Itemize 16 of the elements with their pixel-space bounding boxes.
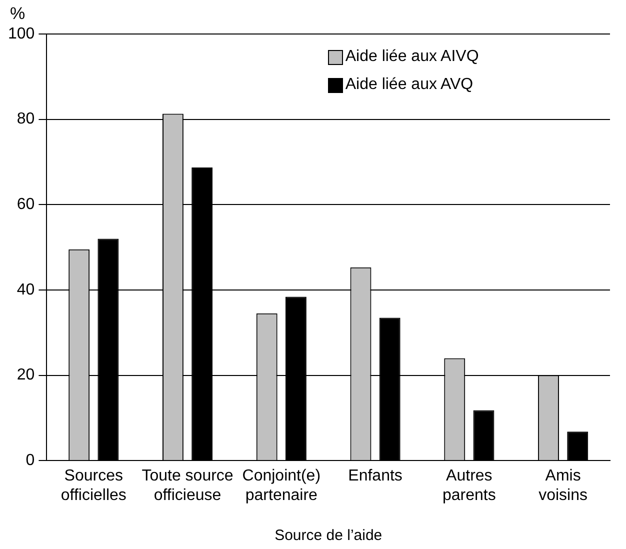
- x-axis-title: Source de l’aide: [274, 527, 382, 544]
- x-tick-label: Toute source officieuse: [142, 468, 234, 504]
- x-tick-label: Conjoint(e) partenaire: [242, 468, 321, 504]
- y-tick-label: 60: [16, 196, 35, 214]
- y-axis-title: %: [10, 4, 26, 24]
- legend-label: Aide liée aux AVQ: [345, 76, 474, 94]
- x-tick-label: Amis voisins: [538, 468, 588, 504]
- legend-label: Aide liée aux AIVQ: [345, 48, 479, 66]
- x-tick-label: Sources officielles: [60, 468, 126, 504]
- x-tick-label: Enfants: [348, 468, 402, 485]
- y-tick-label: 40: [16, 281, 35, 298]
- y-tick-label: 0: [26, 452, 35, 470]
- y-tick-label: 20: [16, 366, 35, 384]
- y-tick-label: 80: [16, 110, 35, 128]
- x-tick-label: Autres parents: [442, 468, 496, 504]
- y-tick-label: 100: [8, 25, 35, 42]
